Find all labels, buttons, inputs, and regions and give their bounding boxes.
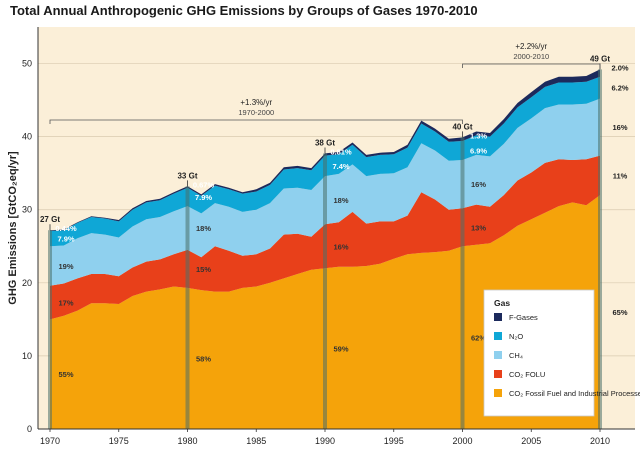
- benchmark-share-label: 59%: [333, 345, 348, 354]
- benchmark-share-label: 58%: [196, 354, 211, 363]
- y-tick-label: 30: [22, 205, 32, 215]
- legend-label: CO₂ Fossil Fuel and Industrial Processes: [509, 389, 640, 398]
- y-tick-label: 10: [22, 351, 32, 361]
- y-axis-label: GHG Emissions [GtCO₂eq/yr]: [7, 151, 19, 305]
- growth-rate-label: +2.2%/yr: [515, 42, 547, 51]
- area-series-4: [50, 69, 600, 231]
- legend-label: CH₄: [509, 351, 523, 360]
- benchmark-total-label: 40 Gt: [452, 122, 472, 131]
- y-tick-label: 50: [22, 59, 32, 69]
- x-tick-label: 2010: [590, 436, 610, 446]
- benchmark-total-label: 33 Gt: [177, 171, 197, 180]
- x-tick-label: 1975: [109, 436, 129, 446]
- benchmark-share-label: 65%: [612, 308, 627, 317]
- benchmark-share-label: 0.44%: [55, 224, 77, 233]
- growth-period-label: 2000-2010: [513, 52, 549, 61]
- growth-bracket: [49, 119, 463, 124]
- legend-label: F-Gases: [509, 313, 538, 322]
- benchmark-share-label: 2.0%: [611, 63, 628, 72]
- y-tick-label: 0: [27, 424, 32, 434]
- chart-title: Total Annual Anthropogenic GHG Emissions…: [10, 3, 478, 18]
- benchmark-bar: [323, 153, 327, 429]
- x-tick-label: 1995: [384, 436, 404, 446]
- benchmark-share-label: 6.2%: [611, 84, 628, 93]
- legend-swatch: [494, 370, 502, 378]
- benchmark-share-label: 16%: [612, 123, 627, 132]
- legend-box: [483, 289, 595, 417]
- benchmark-share-label: 0.81%: [330, 147, 352, 156]
- benchmark-share-label: 7.9%: [195, 193, 212, 202]
- benchmark-share-label: 17%: [58, 299, 73, 308]
- benchmark-bar: [48, 230, 52, 429]
- legend-label: N₂O: [509, 332, 523, 341]
- growth-bracket: [462, 63, 601, 68]
- benchmark-share-label: 16%: [471, 180, 486, 189]
- benchmark-total-label: 27 Gt: [40, 215, 60, 224]
- benchmark-bars: 27 Gt 55% 17% 19% 7.9% 0.44% 33 Gt 58% 15% 18% 7.9…: [40, 54, 629, 429]
- legend-swatch: [494, 313, 502, 321]
- legend: Gas F-Gases N₂O CH₄ CO₂ FOLU CO₂ Fossil Fuel…: [483, 289, 640, 417]
- axes: 0 10 20 30 40 50 1970 1975 1980 1985 1990 1995 2000 2…: [22, 27, 635, 446]
- benchmark-share-label: 18%: [333, 196, 348, 205]
- benchmark-share-label: 0.67%: [193, 180, 215, 189]
- benchmark-share-label: 7.4%: [332, 162, 349, 171]
- x-tick-label: 1985: [246, 436, 266, 446]
- x-tick-label: 2005: [521, 436, 541, 446]
- benchmark-share-label: 55%: [58, 370, 73, 379]
- benchmark-share-label: 19%: [58, 262, 73, 271]
- benchmark-bar: [598, 69, 602, 429]
- benchmark-bar: [460, 137, 465, 429]
- benchmark-total-label: 38 Gt: [315, 138, 335, 147]
- growth-rate-label: +1.3%/yr: [240, 98, 272, 107]
- x-tick-label: 1990: [315, 436, 335, 446]
- y-tick-label: 40: [22, 132, 32, 142]
- benchmark-share-label: 6.9%: [470, 147, 487, 156]
- benchmark-share-label: 62%: [471, 334, 486, 343]
- benchmark-total-label: 49 Gt: [590, 54, 610, 63]
- legend-swatch: [494, 351, 502, 359]
- x-tick-label: 1980: [177, 436, 197, 446]
- legend-swatch: [494, 332, 502, 340]
- benchmark-share-label: 13%: [471, 223, 486, 232]
- benchmark-share-label: 15%: [196, 265, 211, 274]
- benchmark-share-label: 16%: [333, 242, 348, 251]
- legend-swatch: [494, 389, 502, 397]
- benchmark-share-label: 1.3%: [470, 131, 487, 140]
- x-tick-label: 2000: [452, 436, 472, 446]
- legend-label: CO₂ FOLU: [509, 370, 545, 379]
- benchmark-share-label: 18%: [196, 224, 211, 233]
- benchmark-share-label: 11%: [613, 171, 628, 180]
- benchmark-share-label: 7.9%: [57, 235, 74, 244]
- y-tick-label: 20: [22, 278, 32, 288]
- x-tick-label: 1970: [40, 436, 60, 446]
- legend-title: Gas: [494, 298, 510, 308]
- benchmark-bar: [185, 186, 190, 429]
- growth-period-label: 1970-2000: [238, 108, 274, 117]
